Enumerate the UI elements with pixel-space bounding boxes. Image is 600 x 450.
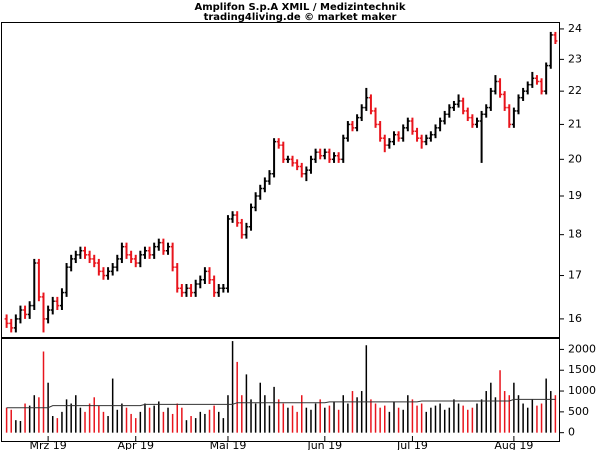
y-tick-label: 0 [568,426,575,439]
y-tick-label: 2000 [568,342,596,355]
volume-average [6,398,556,409]
x-tick-label: Aug 19 [494,439,533,450]
y-tick-label: 24 [568,22,582,35]
x-tick-label: Apr 19 [117,439,154,450]
y-tick-label: 22 [568,84,582,97]
x-tick-label: Jun 19 [306,439,342,450]
price-panel [1,22,560,338]
y-tick-label: 21 [568,117,582,130]
y-tick-label: 20 [568,152,582,165]
y-tick-label: 18 [568,228,582,241]
y-tick-label: 16 [568,312,582,325]
y-tick-label: 23 [568,52,582,65]
y-tick-label: 1500 [568,363,596,376]
y-tick-label: 500 [568,405,589,418]
chart-title: Amplifon S.p.A XMIL / Medizintechnik [194,2,405,13]
y-tick-label: 1000 [568,384,596,397]
y-tick-label: 17 [568,269,582,282]
x-tick-label: Jul 19 [396,439,428,450]
chart-subtitle: trading4living.de © market maker [204,12,397,23]
x-tick-label: Mrz 19 [29,439,66,450]
y-tick-label: 19 [568,189,582,202]
volume-panel [1,338,560,442]
x-tick-label: Mai 19 [210,439,247,450]
